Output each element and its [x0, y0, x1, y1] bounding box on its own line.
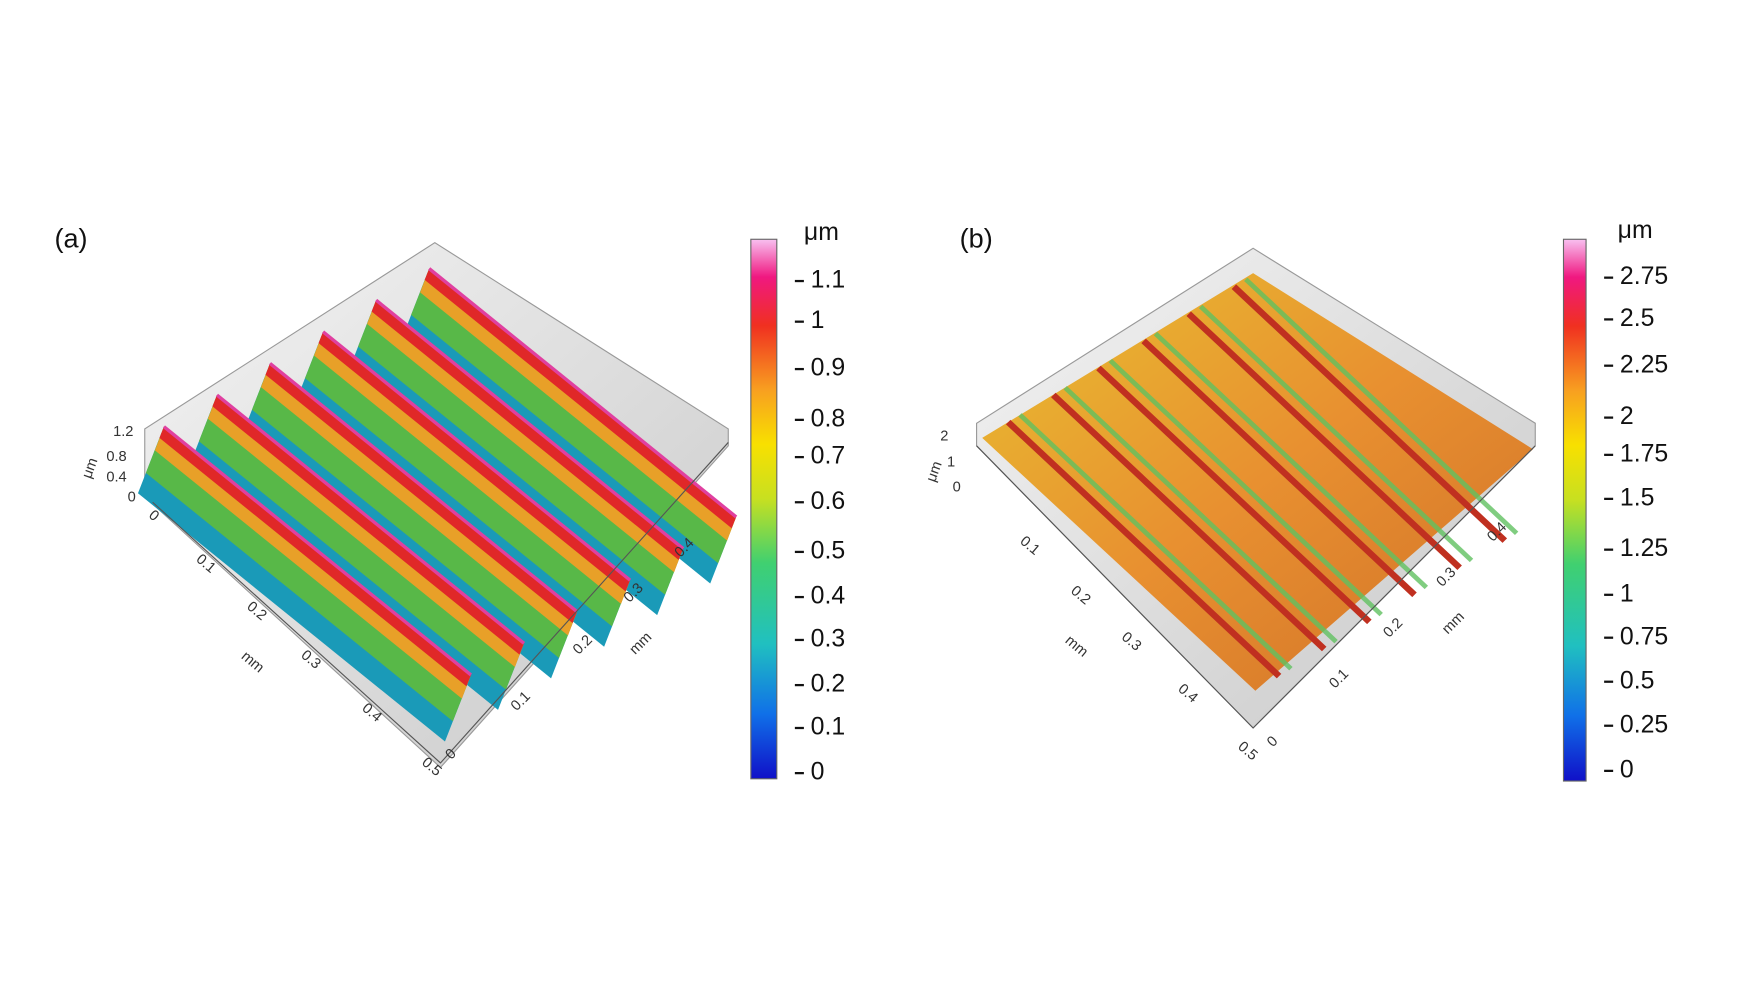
colorbar-tick-label: 0.5 [811, 537, 846, 564]
panel-label: (b) [960, 223, 993, 254]
surface-a [136, 241, 738, 769]
z-tick-label: 1.2 [113, 424, 133, 440]
x-axis-label: mm [1062, 633, 1091, 661]
colorbar-tick-label: 0.8 [811, 405, 846, 432]
colorbar-tick-label: 2 [1620, 403, 1634, 430]
colorbar-unit: μm [804, 219, 839, 246]
x-tick-label: 0.3 [1118, 629, 1144, 654]
z-tick-label: 0.8 [106, 449, 126, 465]
colorbar-tick-label: 2.5 [1620, 305, 1655, 332]
z-axis-label: μm [79, 456, 101, 481]
x-tick-label: 0.1 [1017, 533, 1043, 558]
colorbar-tick-label: 2.25 [1620, 351, 1668, 378]
colorbar-tick-label: 0.2 [811, 671, 846, 698]
z-tick-label: 2 [940, 429, 948, 445]
colorbar-tick-label: 1 [811, 307, 825, 334]
surface-b [976, 247, 1536, 729]
panel-label: (a) [54, 223, 87, 254]
colorbar-tick-label: 0.25 [1620, 711, 1668, 738]
colorbar-tick-label: 0.5 [1620, 667, 1655, 694]
y-axis-label: mm [627, 629, 656, 658]
x-axis-label: mm [238, 648, 267, 676]
colorbar-tick-label: 0 [811, 759, 825, 786]
x-tick-label: 0.2 [1067, 583, 1093, 608]
colorbar-tick-label: 0.4 [811, 583, 846, 610]
colorbar-tick-label: 0.75 [1620, 623, 1668, 650]
colorbar-tick-label: 0 [1620, 756, 1634, 783]
y-tick-label: 0 [1264, 733, 1281, 750]
colorbar-unit: μm [1618, 217, 1653, 244]
y-tick-label: 0.3 [1434, 564, 1460, 590]
y-tick-label: 0.1 [508, 689, 534, 715]
colorbar-tick-label: 0.3 [811, 626, 846, 653]
colorbar-tick-label: 1.1 [811, 267, 846, 294]
colorbar-tick-label: 0.7 [811, 443, 846, 470]
z-tick-label: 0 [128, 490, 136, 506]
colorbar-tick-label: 1.75 [1620, 440, 1668, 467]
colorbar-tick-label: 0.6 [811, 488, 846, 515]
colorbar-a [750, 238, 778, 780]
colorbar-tick-label: 1.5 [1620, 484, 1655, 511]
z-tick-label: 0.4 [106, 469, 126, 485]
colorbar-tick-label: 1 [1620, 580, 1634, 607]
y-tick-label: 0.2 [1381, 615, 1407, 641]
colorbar-tick-label: 0.9 [811, 355, 846, 382]
z-tick-label: 0 [953, 479, 961, 495]
y-axis-label: mm [1439, 609, 1468, 638]
y-tick-label: 0.1 [1326, 666, 1352, 692]
colorbar-tick-label: 2.75 [1620, 263, 1668, 290]
x-tick-label: 0 [145, 507, 162, 524]
colorbar-tick-label: 0.1 [811, 714, 846, 741]
x-tick-label: 0.4 [1175, 681, 1201, 706]
z-tick-label: 1 [947, 455, 955, 471]
x-tick-label: 0.5 [1234, 739, 1260, 764]
colorbar-b [1562, 238, 1587, 782]
z-axis-label: μm [924, 459, 946, 484]
colorbar-tick-label: 1.25 [1620, 535, 1668, 562]
